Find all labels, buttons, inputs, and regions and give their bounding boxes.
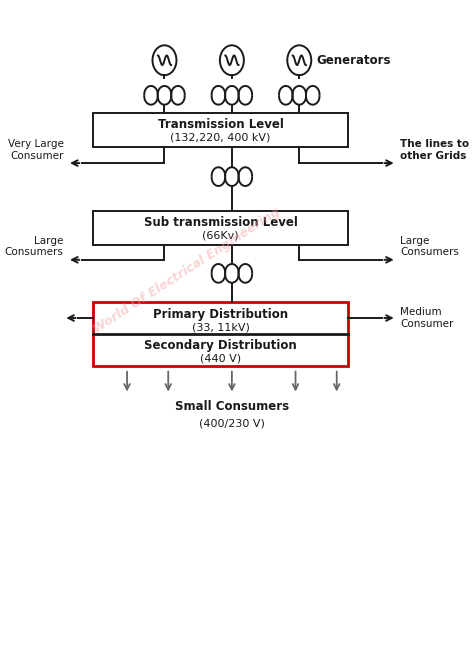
Text: Small Consumers: Small Consumers	[175, 400, 289, 413]
Bar	[93, 211, 348, 245]
Text: (66Kv): (66Kv)	[202, 230, 239, 241]
Text: Primary Distribution: Primary Distribution	[153, 308, 288, 321]
Bar	[93, 113, 348, 146]
Text: Large
Consumers: Large Consumers	[5, 236, 64, 257]
Text: The lines to
other Grids: The lines to other Grids	[401, 139, 469, 161]
Text: World Of Electrical Engineering: World Of Electrical Engineering	[91, 205, 283, 336]
Text: Transmission Level: Transmission Level	[158, 118, 283, 131]
Text: (33, 11kV): (33, 11kV)	[191, 322, 250, 332]
Text: (440 V): (440 V)	[200, 353, 241, 364]
Bar	[93, 302, 348, 366]
Text: Medium
Consumer: Medium Consumer	[401, 307, 454, 329]
Text: Very Large
Consumer: Very Large Consumer	[8, 139, 64, 161]
Text: (132,220, 400 kV): (132,220, 400 kV)	[171, 132, 271, 142]
Text: Large
Consumers: Large Consumers	[401, 236, 459, 257]
Text: (400/230 V): (400/230 V)	[199, 419, 265, 429]
Text: Generators: Generators	[317, 54, 392, 67]
Text: Secondary Distribution: Secondary Distribution	[144, 339, 297, 352]
Text: Sub transmission Level: Sub transmission Level	[144, 216, 298, 230]
